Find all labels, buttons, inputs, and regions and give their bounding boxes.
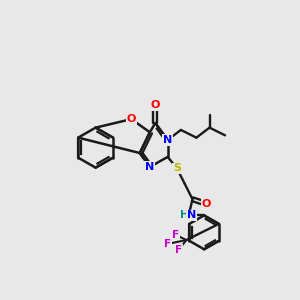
Text: O: O	[202, 199, 211, 209]
Text: S: S	[173, 164, 181, 173]
Text: N: N	[163, 135, 172, 145]
Text: O: O	[127, 114, 136, 124]
Text: F: F	[164, 239, 171, 249]
Text: O: O	[151, 100, 160, 110]
Text: F: F	[172, 230, 179, 240]
Text: F: F	[175, 245, 182, 255]
Text: N: N	[145, 162, 154, 172]
Text: H: H	[180, 210, 188, 220]
Text: N: N	[187, 210, 196, 220]
